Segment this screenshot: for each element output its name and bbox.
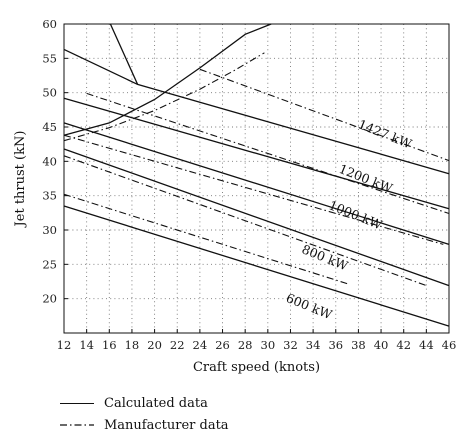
x-tick-label: 36 [328, 338, 343, 352]
legend: Calculated data Manufacturer data [60, 392, 229, 436]
calculated-line-1427-kw [63, 48, 450, 175]
x-tick-label: 32 [283, 338, 298, 352]
legend-label: Calculated data [104, 395, 208, 411]
y-tick-label: 50 [42, 86, 57, 100]
manufacturer-line-1427-kw [199, 68, 450, 162]
dash-dot-line-swatch [60, 424, 94, 426]
legend-entry-manufacturer: Manufacturer data [60, 414, 229, 436]
x-tick-label: 12 [57, 338, 72, 352]
series-label-800-kw: 800 kW [300, 241, 351, 273]
y-tick-label: 30 [42, 223, 57, 237]
legend-label: Manufacturer data [104, 417, 229, 433]
y-tick-label: 60 [42, 17, 57, 31]
legend-entry-calculated: Calculated data [60, 392, 229, 414]
y-tick-label: 35 [42, 189, 57, 203]
calculated-line-800-kw [63, 148, 450, 287]
x-tick-label: 20 [147, 338, 162, 352]
curves [63, 23, 450, 327]
x-tick-label: 24 [193, 338, 208, 352]
x-tick-label: 30 [261, 338, 276, 352]
series-label-600-kw: 600 kW [284, 290, 335, 322]
manufacturer-line-800-kw [63, 155, 427, 287]
y-tick-label: 45 [42, 120, 57, 134]
y-tick-label: 40 [42, 154, 57, 168]
calculated-line-600-kw [63, 205, 450, 327]
x-tick-label: 46 [442, 338, 457, 352]
y-axis-title: Jet thrust (kN) [13, 131, 28, 229]
calculated-line-1200-kw [63, 97, 450, 210]
x-axis-title: Craft speed (knots) [193, 360, 320, 375]
solid-line-swatch [60, 402, 94, 404]
x-tick-label: 22 [170, 338, 185, 352]
x-tick-label: 38 [351, 338, 366, 352]
x-tick-label: 14 [79, 338, 94, 352]
x-tick-label: 40 [374, 338, 389, 352]
x-tick-label: 18 [125, 338, 140, 352]
axis-ticks: 12 14 16 18 20 22 24 26 28 30 32 34 36 38 40 42 44 46 20 25… [42, 17, 456, 352]
y-tick-label: 20 [42, 292, 57, 306]
grid [63, 23, 450, 333]
x-tick-label: 34 [306, 338, 321, 352]
y-tick-label: 25 [42, 257, 57, 271]
series-label-1000-kw: 1000 kW [327, 197, 385, 232]
x-tick-label: 28 [238, 338, 253, 352]
series-label-1427-kw: 1427 kW [356, 116, 414, 151]
resistance-curve-manufacturer [63, 52, 265, 142]
calculated-line-1427-kw-upper [109, 23, 139, 85]
x-tick-label: 42 [396, 338, 411, 352]
resistance-curve-calculated [63, 23, 272, 136]
calculated-line-1000-kw [63, 122, 450, 246]
jet-thrust-chart: 12 14 16 18 20 22 24 26 28 30 32 34 36 38 40 42 44 46 20 25… [13, 17, 456, 375]
manufacturer-line-600-kw [63, 193, 348, 285]
x-tick-label: 16 [102, 338, 117, 352]
x-tick-label: 44 [419, 338, 434, 352]
manufacturer-line-1200-kw [86, 92, 450, 215]
x-tick-label: 26 [215, 338, 230, 352]
y-tick-label: 55 [42, 51, 57, 65]
plot-frame [63, 23, 450, 334]
